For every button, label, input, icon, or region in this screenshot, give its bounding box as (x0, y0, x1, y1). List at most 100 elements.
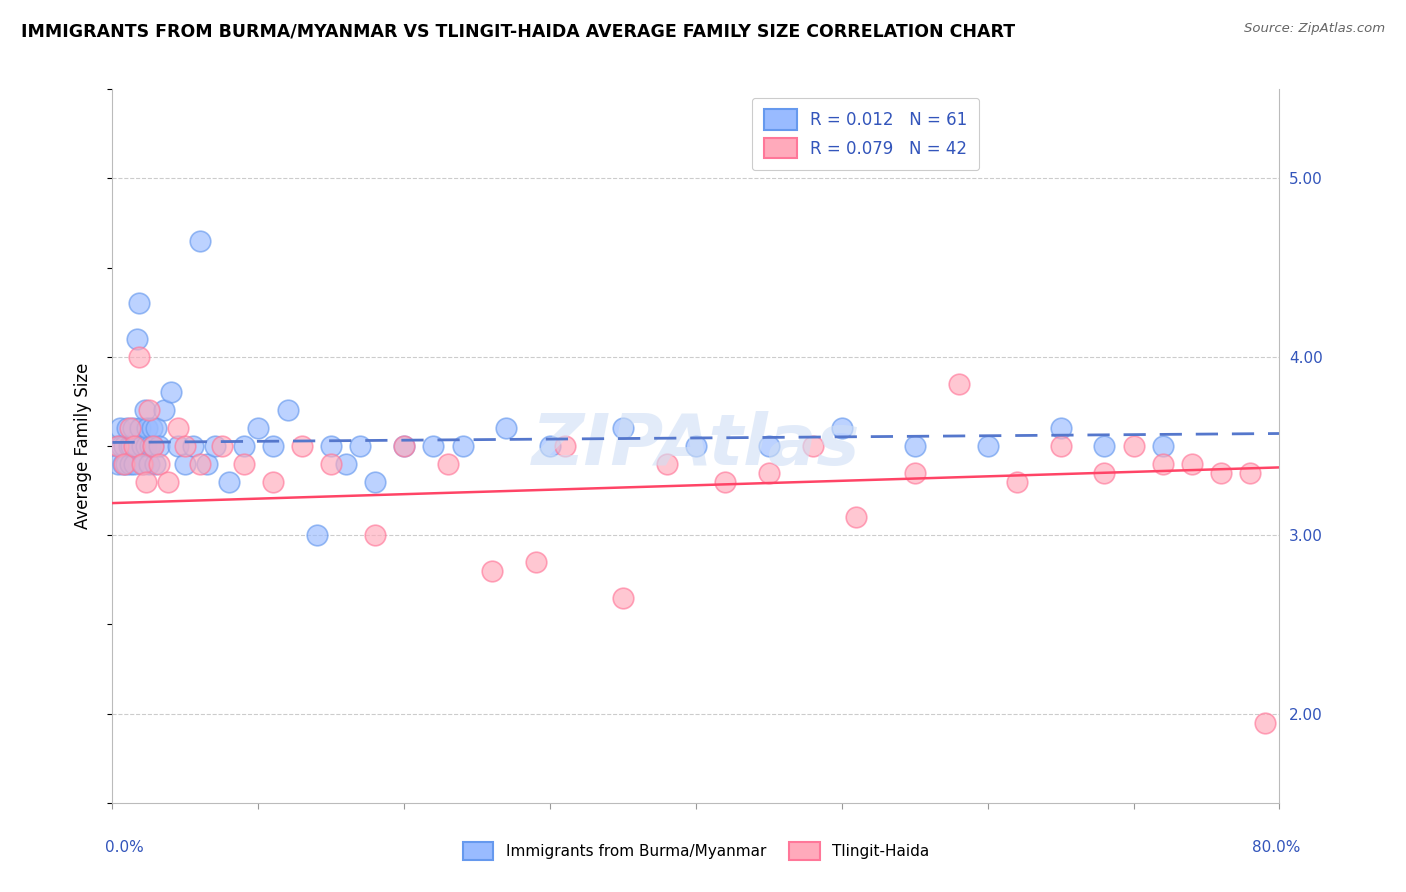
Point (291, 439, 314, 453)
Point (142, 439, 165, 453)
Text: 80.0%: 80.0% (1253, 840, 1301, 855)
Legend: Immigrants from Burma/Myanmar, Tlingit-Haida: Immigrants from Burma/Myanmar, Tlingit-H… (457, 836, 935, 866)
Point (1094, 466, 1116, 480)
Point (831, 421, 853, 435)
Point (262, 439, 284, 453)
Point (152, 403, 174, 417)
Point (131, 439, 153, 453)
Point (135, 475, 157, 489)
Point (1254, 715, 1277, 730)
Point (524, 555, 547, 569)
Point (801, 439, 824, 453)
Point (394, 439, 416, 453)
Point (145, 421, 167, 435)
Point (247, 421, 270, 435)
Point (174, 439, 197, 453)
Point (188, 457, 211, 471)
Point (1152, 457, 1174, 471)
Point (128, 350, 150, 364)
Point (148, 457, 170, 471)
Point (349, 439, 371, 453)
Point (139, 439, 162, 453)
Point (124, 457, 146, 471)
Point (948, 376, 970, 391)
Point (1049, 439, 1071, 453)
Point (110, 439, 132, 453)
Point (136, 421, 159, 435)
Point (148, 439, 170, 453)
Point (114, 457, 136, 471)
Point (714, 475, 737, 489)
Point (1094, 439, 1116, 453)
Point (394, 439, 416, 453)
Point (1181, 457, 1204, 471)
Point (211, 439, 233, 453)
Point (167, 439, 190, 453)
Point (538, 439, 561, 453)
Point (132, 457, 155, 471)
Point (117, 439, 139, 453)
Point (321, 457, 343, 471)
Point (124, 439, 146, 453)
Point (143, 457, 166, 471)
Point (1122, 439, 1144, 453)
Point (845, 510, 868, 524)
Text: Source: ZipAtlas.com: Source: ZipAtlas.com (1244, 22, 1385, 36)
Point (904, 439, 927, 453)
Point (321, 439, 343, 453)
Point (181, 439, 204, 453)
Point (107, 439, 129, 453)
Point (232, 457, 254, 471)
Point (232, 439, 254, 453)
Point (118, 457, 141, 471)
Point (112, 439, 135, 453)
Point (758, 439, 780, 453)
Point (174, 457, 197, 471)
Point (481, 564, 503, 578)
Point (129, 421, 152, 435)
Point (105, 439, 128, 453)
Point (134, 403, 156, 417)
Point (142, 439, 165, 453)
Text: IMMIGRANTS FROM BURMA/MYANMAR VS TLINGIT-HAIDA AVERAGE FAMILY SIZE CORRELATION C: IMMIGRANTS FROM BURMA/MYANMAR VS TLINGIT… (21, 22, 1015, 40)
Point (122, 421, 145, 435)
Point (128, 296, 150, 310)
Point (262, 475, 284, 489)
Point (127, 332, 149, 346)
Point (112, 457, 135, 471)
Point (495, 421, 517, 435)
Point (135, 439, 157, 453)
Point (612, 591, 634, 605)
Point (655, 457, 678, 471)
Point (1239, 466, 1261, 480)
Text: 0.0%: 0.0% (105, 840, 145, 855)
Y-axis label: Average Family Size: Average Family Size (73, 363, 91, 529)
Point (108, 421, 131, 435)
Point (141, 421, 163, 435)
Point (437, 457, 460, 471)
Point (976, 439, 998, 453)
Point (277, 403, 299, 417)
Point (188, 234, 211, 248)
Point (156, 475, 179, 489)
Point (218, 475, 240, 489)
Point (758, 466, 780, 480)
Point (904, 466, 927, 480)
Point (451, 439, 474, 453)
Point (1211, 466, 1233, 480)
Point (120, 439, 142, 453)
Point (125, 439, 148, 453)
Point (1049, 421, 1071, 435)
Point (115, 421, 138, 435)
Point (111, 457, 134, 471)
Text: ZIPAtlas: ZIPAtlas (531, 411, 860, 481)
Point (685, 439, 707, 453)
Point (107, 457, 129, 471)
Point (160, 385, 183, 400)
Point (554, 439, 576, 453)
Point (118, 421, 141, 435)
Point (167, 421, 190, 435)
Point (138, 403, 160, 417)
Point (364, 475, 387, 489)
Point (422, 439, 444, 453)
